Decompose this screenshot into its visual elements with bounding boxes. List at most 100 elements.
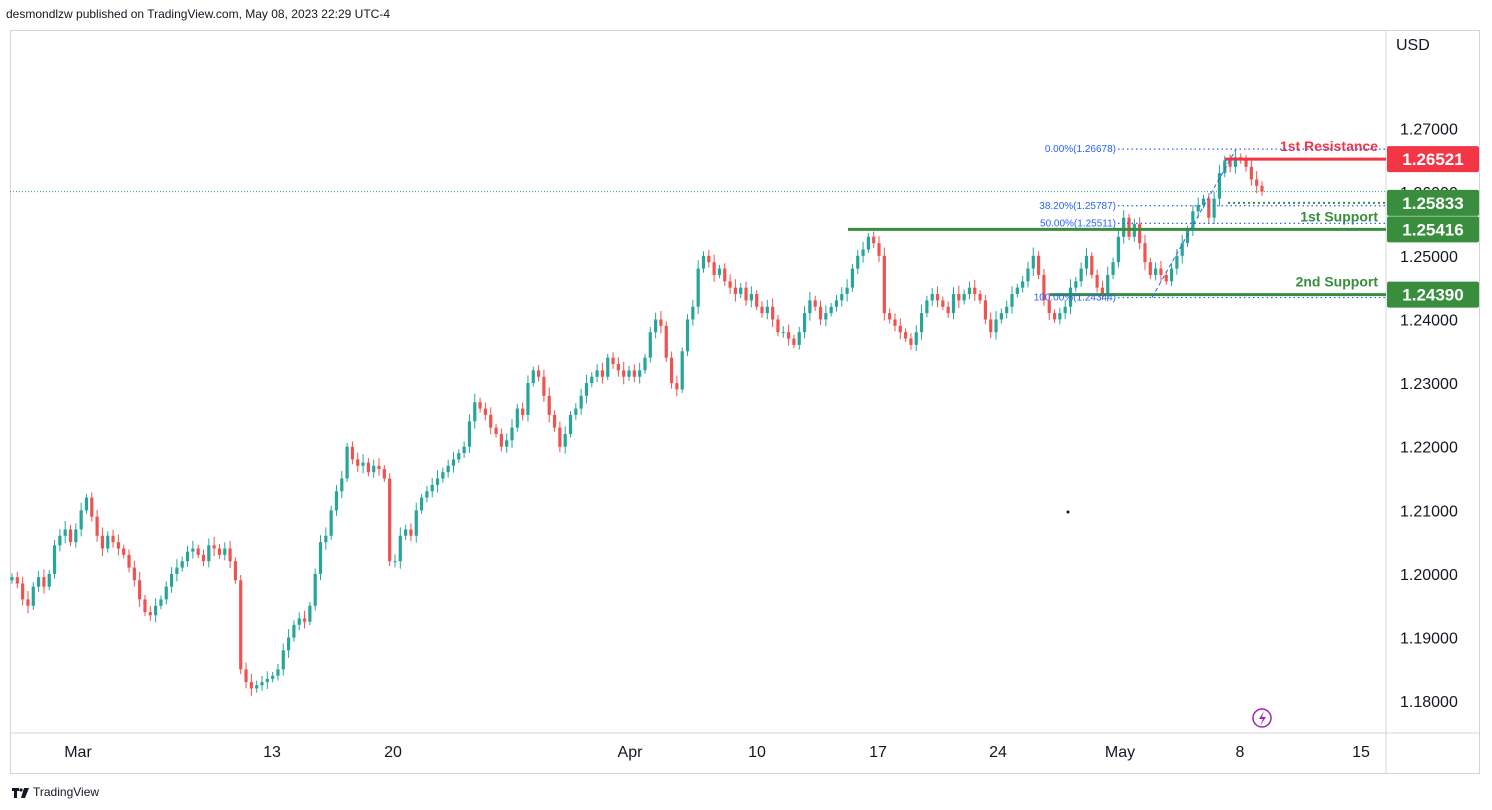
candle-body: [435, 478, 440, 485]
candle-body: [223, 548, 227, 555]
candle-body: [1138, 224, 1142, 244]
candle-body: [1079, 268, 1083, 282]
candle-body: [1255, 179, 1259, 186]
candle-body: [749, 294, 753, 301]
candle-body: [388, 478, 392, 562]
candle-body: [632, 370, 636, 377]
candle-body: [419, 497, 424, 511]
candle-body: [1042, 274, 1046, 301]
candle-body: [340, 478, 344, 492]
candle-body: [574, 408, 578, 415]
fibonacci-retracement[interactable]: 0.00%(1.26678) 38.20%(1.25787) 50.00%(1.25…: [1034, 144, 1386, 304]
candle-body: [1169, 268, 1174, 282]
candle-body: [760, 306, 764, 314]
fib-trend-line[interactable]: [1151, 148, 1237, 298]
candle-body: [350, 446, 355, 460]
candle-body: [521, 408, 525, 415]
candle-body: [1159, 268, 1163, 275]
candle-body: [1015, 287, 1019, 295]
candle-body: [457, 453, 461, 460]
candle-body: [1036, 255, 1041, 275]
candle-body: [802, 313, 807, 333]
replay-button[interactable]: [1252, 708, 1272, 728]
time-tick-label: 8: [1236, 744, 1245, 761]
price-level-label: 1st Resistance: [1280, 138, 1378, 154]
tradingview-logo-icon: [12, 787, 29, 798]
candle-body: [579, 395, 583, 409]
candle-body: [430, 484, 434, 492]
candle-body: [58, 535, 62, 546]
candle-body: [866, 236, 870, 250]
candle-body: [552, 414, 557, 428]
price-tick-label: 1.23000: [1400, 376, 1458, 393]
candle-body: [260, 682, 264, 686]
price-tick-label: 1.25000: [1400, 249, 1458, 266]
lightning-icon-circle[interactable]: [1252, 708, 1272, 728]
candle-body: [664, 325, 668, 358]
candle-body: [52, 545, 57, 574]
candle-body: [675, 383, 679, 390]
candle-body: [1021, 281, 1025, 288]
price-badge-value: 1.25833: [1402, 194, 1463, 213]
candle-body: [180, 561, 184, 568]
tradingview-footer[interactable]: TradingView: [12, 785, 99, 799]
candle-body: [425, 491, 429, 498]
candle-body: [1068, 287, 1073, 307]
candle-body: [398, 535, 402, 562]
candle-body: [281, 650, 285, 670]
candle-body: [212, 545, 216, 549]
candle-body: [478, 402, 482, 409]
candle-body: [510, 427, 514, 441]
candle-body: [744, 287, 748, 301]
price-badge: [1387, 281, 1479, 308]
candle-body: [409, 529, 413, 536]
price-badge: [1387, 216, 1479, 243]
candle-body: [893, 319, 897, 326]
candle-body: [1223, 160, 1227, 174]
candle-body: [1026, 268, 1030, 282]
fib-level-label: 50.00%(1.25511): [1040, 218, 1116, 229]
candle-body: [1185, 230, 1190, 244]
candle-body: [233, 561, 238, 581]
candle-body: [707, 255, 711, 263]
candle-body: [728, 281, 732, 288]
axes: USD: [10, 30, 1480, 774]
candle-body: [723, 268, 727, 282]
candle-body: [1175, 255, 1179, 269]
candle-body: [935, 294, 940, 301]
candle-body: [207, 545, 211, 562]
candle-body: [882, 255, 886, 314]
candle-body: [1052, 313, 1057, 320]
candle-body: [74, 529, 78, 543]
candle-body: [345, 446, 349, 479]
candle-body: [888, 313, 892, 320]
candle-body: [600, 370, 605, 377]
candle-body: [1180, 243, 1184, 256]
lightning-icon[interactable]: [1259, 711, 1266, 726]
candle-body: [712, 262, 716, 275]
candle-body: [297, 618, 301, 625]
price-level-label: 1st Support: [1300, 208, 1378, 224]
candle-body: [15, 577, 19, 584]
candle-body: [1249, 166, 1253, 180]
candle-body: [1084, 255, 1089, 269]
price-badge: [1387, 146, 1479, 173]
candle-body: [1217, 173, 1222, 199]
candle-body: [962, 294, 966, 301]
candle-body: [739, 287, 743, 295]
candle-body: [191, 548, 195, 552]
candle-body: [1191, 211, 1195, 231]
candle-body: [978, 294, 982, 301]
candle-body: [765, 306, 769, 314]
candle-body: [1100, 287, 1105, 295]
candle-body: [654, 319, 658, 333]
candle-body: [627, 370, 631, 377]
candle-body: [1196, 204, 1200, 212]
candle-body: [1031, 255, 1035, 269]
candle-body: [505, 440, 509, 447]
candle-body: [1090, 255, 1094, 275]
publisher-caption: desmondlzw published on TradingView.com,…: [6, 7, 390, 21]
time-tick-label: Apr: [618, 744, 644, 761]
candle-body: [590, 376, 594, 384]
